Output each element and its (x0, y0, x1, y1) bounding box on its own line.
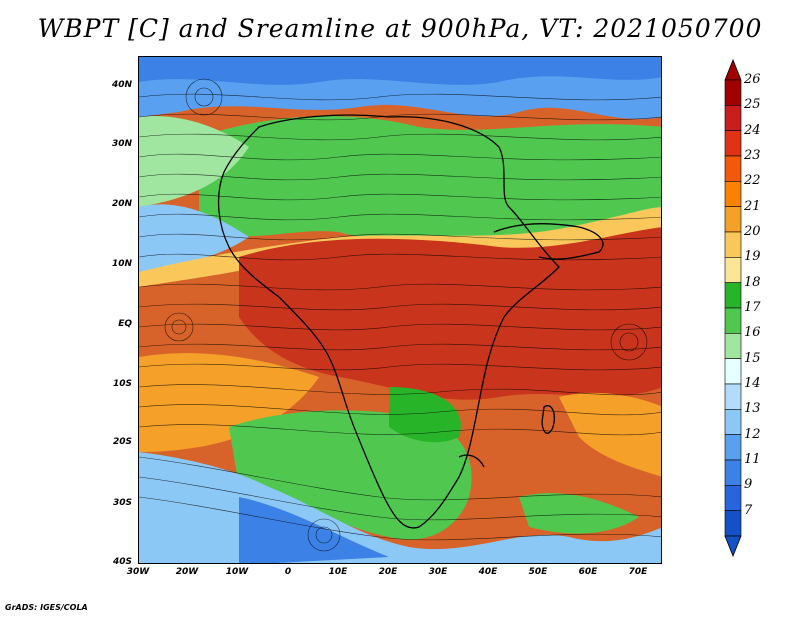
colorbar-swatch (724, 282, 742, 309)
coastlines (217, 114, 604, 529)
colorbar-tick-label: 23 (744, 148, 761, 163)
field-south-indian-green (519, 493, 639, 534)
colorbar-swatch (724, 181, 742, 207)
map-area (138, 56, 662, 564)
lat-label: 20N (111, 199, 132, 209)
lon-label: 20E (378, 567, 398, 577)
lat-label: 40N (111, 80, 132, 90)
colorbar-tick-label: 13 (744, 401, 761, 417)
lat-label: 20S (112, 437, 132, 447)
lon-label: 10E (328, 567, 348, 577)
lon-label: 30W (126, 567, 150, 577)
lat-label: 40S (112, 557, 132, 567)
lon-label: 40E (478, 567, 498, 577)
lat-label: EQ (118, 319, 132, 329)
colorbar-swatch (724, 257, 742, 283)
field-south-atlantic-warm (139, 353, 319, 452)
lat-label: 30N (111, 139, 132, 149)
lon-label: 10W (225, 567, 249, 577)
colorbar-tick-label: 14 (744, 376, 761, 391)
field-south-africa-green (229, 410, 472, 540)
lon-label: 20W (175, 567, 199, 577)
colorbar-swatch (724, 383, 742, 410)
colorbar-swatch (724, 231, 742, 258)
colorbar-tick-label: 15 (744, 350, 761, 366)
credit-text: GrADS: IGES/COLA (5, 603, 88, 612)
lon-label: 50E (528, 567, 548, 577)
colorbar (724, 58, 742, 558)
colorbar-swatch (724, 409, 742, 435)
colorbar-tick-label: 26 (744, 72, 761, 87)
colorbar-tick-label: 22 (744, 173, 761, 189)
colorbar-swatch (724, 79, 742, 106)
lat-label: 30S (112, 498, 132, 508)
colorbar-tick-label: 17 (744, 300, 761, 315)
lat-label: 10N (111, 259, 132, 269)
colorbar-tick-label: 12 (744, 426, 761, 442)
colorbar-tick-label: 9 (744, 477, 753, 493)
colorbar-tick-label: 18 (744, 274, 761, 290)
colorbar-tick-label: 19 (744, 249, 761, 265)
colorbar-tick-label: 7 (744, 502, 753, 518)
colorbar-swatch (724, 459, 742, 486)
colorbar-swatch (724, 485, 742, 511)
colorbar-tick-label: 25 (744, 97, 761, 113)
field-sahara-green (199, 116, 661, 240)
colorbar-tick-label: 24 (744, 122, 761, 138)
colorbar-tick-label: 20 (744, 224, 761, 239)
field-south-cold (239, 497, 389, 563)
colorbar-swatch (724, 510, 742, 537)
colorbar-tick-label: 16 (744, 325, 761, 341)
colorbar-tick-label: 11 (744, 452, 761, 467)
colorbar-swatch (724, 333, 742, 359)
map-title: WBPT [C] and Sreamline at 900hPa, VT: 20… (37, 14, 763, 43)
lon-label: 70E (628, 567, 648, 577)
field-north-coldest (139, 57, 661, 85)
field-east-africa-green (389, 387, 461, 443)
streamlines (139, 78, 661, 552)
wbpt-field (139, 57, 661, 563)
field-atlantic-lightgreen (139, 116, 249, 207)
colorbar-max-arrow (724, 58, 742, 81)
colorbar-swatch (724, 130, 742, 157)
lon-label: 0 (284, 567, 292, 577)
field-atlantic-cool (139, 204, 249, 272)
colorbar-swatch (724, 434, 742, 461)
colorbar-swatch (724, 358, 742, 385)
colorbar-min-arrow (724, 535, 742, 558)
colorbar-swatch (724, 307, 742, 334)
colorbar-swatch (724, 105, 742, 131)
lat-label: 10S (112, 379, 132, 389)
colorbar-swatch (724, 155, 742, 182)
lon-label: 30E (428, 567, 448, 577)
colorbar-swatch (724, 206, 742, 233)
colorbar-tick-label: 21 (744, 198, 761, 214)
lon-label: 60E (578, 567, 598, 577)
